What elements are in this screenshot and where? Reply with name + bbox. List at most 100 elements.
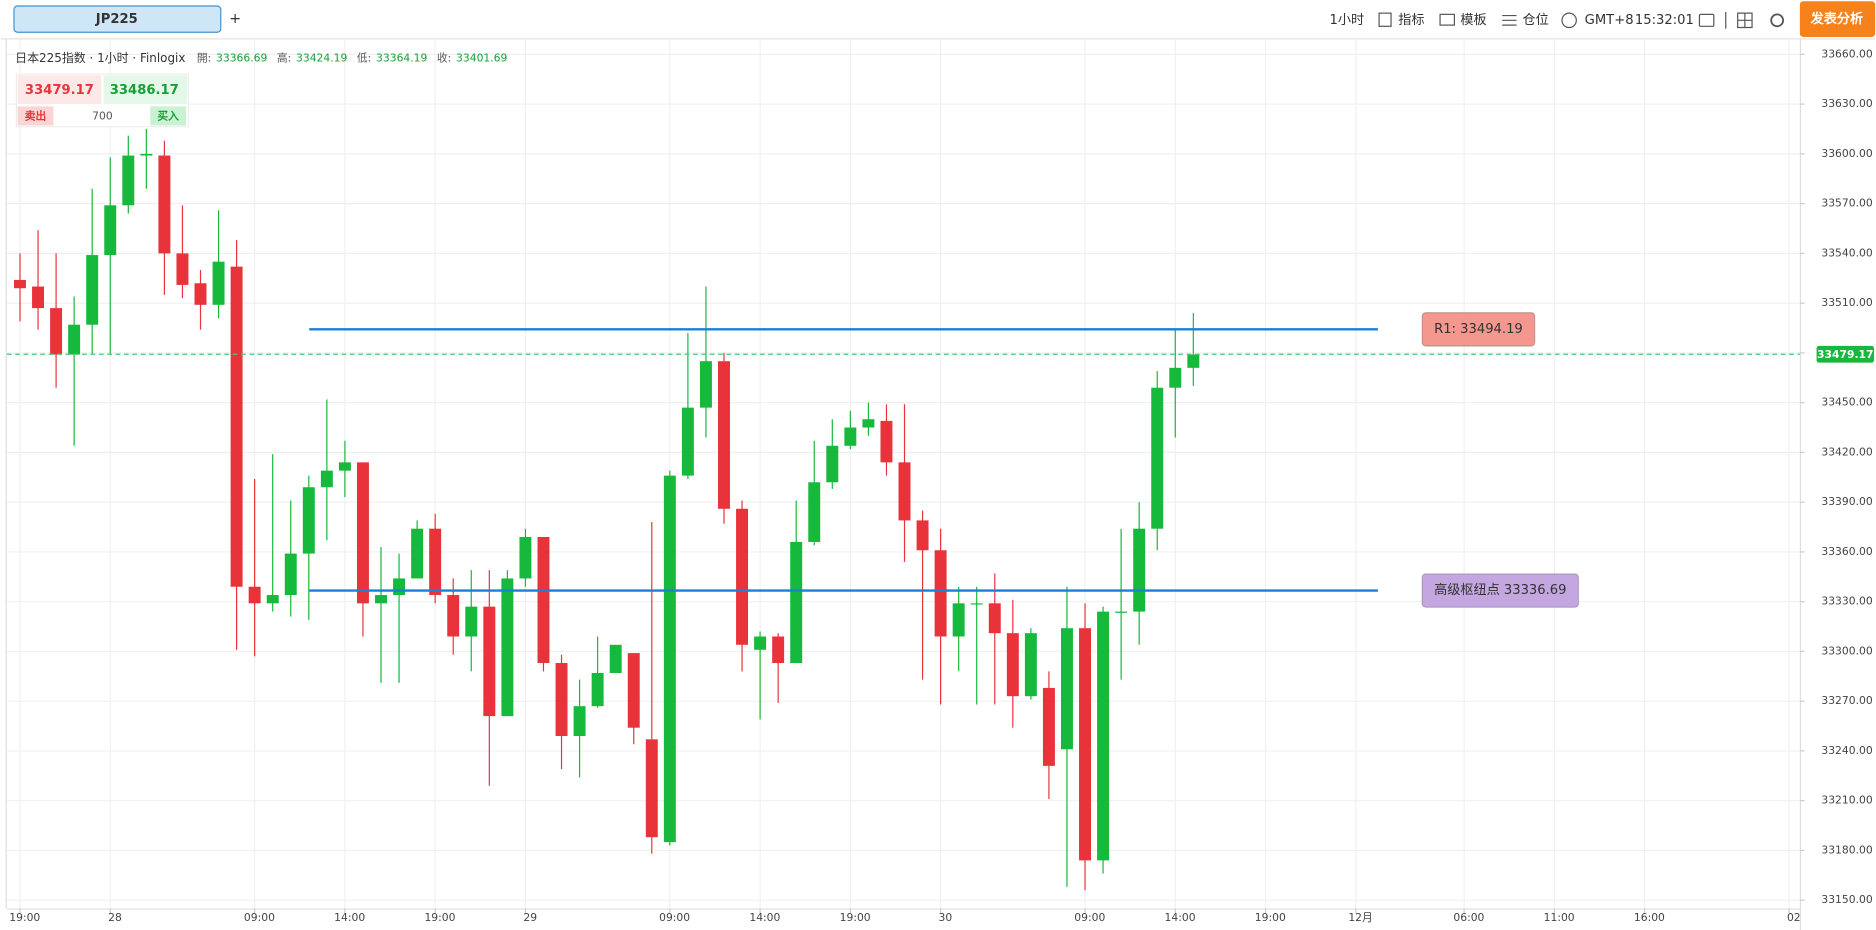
positions[interactable]: 仓位 [1523, 12, 1549, 28]
candle-body [14, 279, 26, 289]
symbol-tab[interactable] [13, 5, 222, 33]
ohlc-label: 收: [437, 52, 451, 65]
ohlc-label: 高: [277, 52, 291, 65]
ohlc-label: 開: [197, 52, 211, 65]
x-tick-label: 30 [939, 911, 953, 924]
timezone[interactable]: GMT+8 [1585, 13, 1634, 28]
candle-body [1079, 628, 1091, 861]
candle-body [483, 606, 496, 717]
clock: 15:32:01 [1635, 13, 1694, 28]
candle-body [1097, 611, 1110, 861]
last-price-label: 33479.17 [1817, 348, 1873, 361]
level-text: R1: 33494.19 [1434, 322, 1523, 337]
candle-body [988, 603, 1001, 634]
candle-body [1024, 633, 1037, 697]
y-tick-label: 33450.00 [1821, 396, 1872, 409]
candle-body [86, 255, 99, 325]
level-text: 高级枢纽点 33336.69 [1434, 581, 1566, 598]
ohlc-value: 33424.19 [296, 52, 347, 65]
candle-body [1042, 687, 1055, 766]
candle-body [555, 663, 568, 737]
y-tick-label: 33270.00 [1821, 694, 1872, 707]
candle-body [1187, 354, 1200, 368]
publish-button[interactable] [1799, 1, 1876, 38]
candle-body [411, 528, 424, 579]
screenshot-icon[interactable] [1698, 13, 1715, 27]
candle-body [663, 475, 676, 843]
candle-body [718, 361, 730, 509]
settings-icon[interactable] [1770, 13, 1785, 28]
candle-body [230, 266, 243, 587]
candle-body [104, 205, 117, 256]
buy-price: 33486.17 [110, 83, 179, 98]
candle-body [754, 636, 767, 650]
level-box [1421, 312, 1536, 347]
candle-body [393, 578, 406, 596]
sell-button[interactable] [17, 106, 54, 126]
ohlc-readout: 開: 33366.69 高: 33424.19 低: 33364.19 收: 33401.69 [197, 52, 508, 65]
candle-body [212, 261, 225, 305]
sell-box[interactable] [17, 75, 102, 104]
ohlc-label: 低: [357, 52, 371, 65]
candle-body [591, 672, 604, 707]
candle-body [645, 739, 658, 838]
candle-body [790, 541, 803, 664]
ohlc-value: 33366.69 [216, 52, 267, 65]
symbol: JP225 [95, 12, 138, 27]
candle-body [537, 536, 550, 664]
candle-body [808, 482, 821, 542]
template-icon [1439, 13, 1455, 26]
x-tick-label: 14:00 [749, 911, 780, 924]
x-tick-label: 14:00 [334, 911, 365, 924]
y-tick-label: 33630.00 [1821, 97, 1872, 110]
candle-body [375, 595, 387, 604]
sell-price: 33479.17 [25, 83, 94, 98]
indicator-icon [1378, 12, 1392, 27]
candle-body [1133, 528, 1146, 612]
candle-body [50, 308, 63, 355]
x-tick-label: 19:00 [9, 911, 40, 924]
candle-body [844, 427, 857, 446]
y-tick-label: 33570.00 [1821, 197, 1872, 210]
add-tab[interactable]: + [229, 11, 241, 27]
sell-label: 卖出 [25, 110, 47, 123]
candle-body [248, 586, 261, 604]
level-label: R1: 33494.19 [1421, 312, 1536, 347]
candle-body [736, 508, 749, 645]
y-tick-label: 33600.00 [1821, 147, 1872, 160]
candle-body [916, 520, 929, 551]
templates[interactable]: 模板 [1460, 12, 1486, 28]
candle-body [140, 153, 153, 156]
buy-box[interactable] [103, 75, 188, 104]
y-tick-label: 33210.00 [1821, 794, 1872, 807]
x-tick-label: 28 [108, 911, 122, 924]
indicators[interactable]: 指标 [1398, 12, 1424, 28]
x-tick-label: 09:00 [659, 911, 690, 924]
candle-body [429, 528, 442, 596]
candle-body [952, 603, 965, 637]
interval[interactable]: 1小时 [1330, 12, 1365, 28]
layout-icon[interactable] [1737, 12, 1753, 29]
candle-body [1060, 628, 1073, 750]
y-tick-label: 33360.00 [1821, 545, 1872, 558]
candle-body [338, 462, 351, 471]
candle-body [934, 550, 947, 637]
quantity[interactable]: 700 [92, 110, 113, 123]
buy-button[interactable] [150, 106, 187, 126]
ohlc-value: 33401.69 [456, 52, 507, 65]
candle-body [609, 644, 622, 673]
candle-body [32, 286, 45, 309]
y-tick-label: 33540.00 [1821, 246, 1872, 259]
y-tick-label: 33390.00 [1821, 495, 1872, 508]
candle-body [176, 253, 189, 285]
y-tick-label: 33150.00 [1821, 893, 1872, 906]
candle-body [880, 420, 893, 463]
candle-body [970, 603, 983, 605]
candle-body [627, 653, 640, 728]
candle-body [447, 595, 460, 637]
globe-icon [1561, 12, 1577, 29]
x-tick-label: 11:00 [1544, 911, 1575, 924]
position-icon [1502, 14, 1517, 26]
candle-body [266, 595, 279, 604]
candle-body [862, 419, 875, 428]
